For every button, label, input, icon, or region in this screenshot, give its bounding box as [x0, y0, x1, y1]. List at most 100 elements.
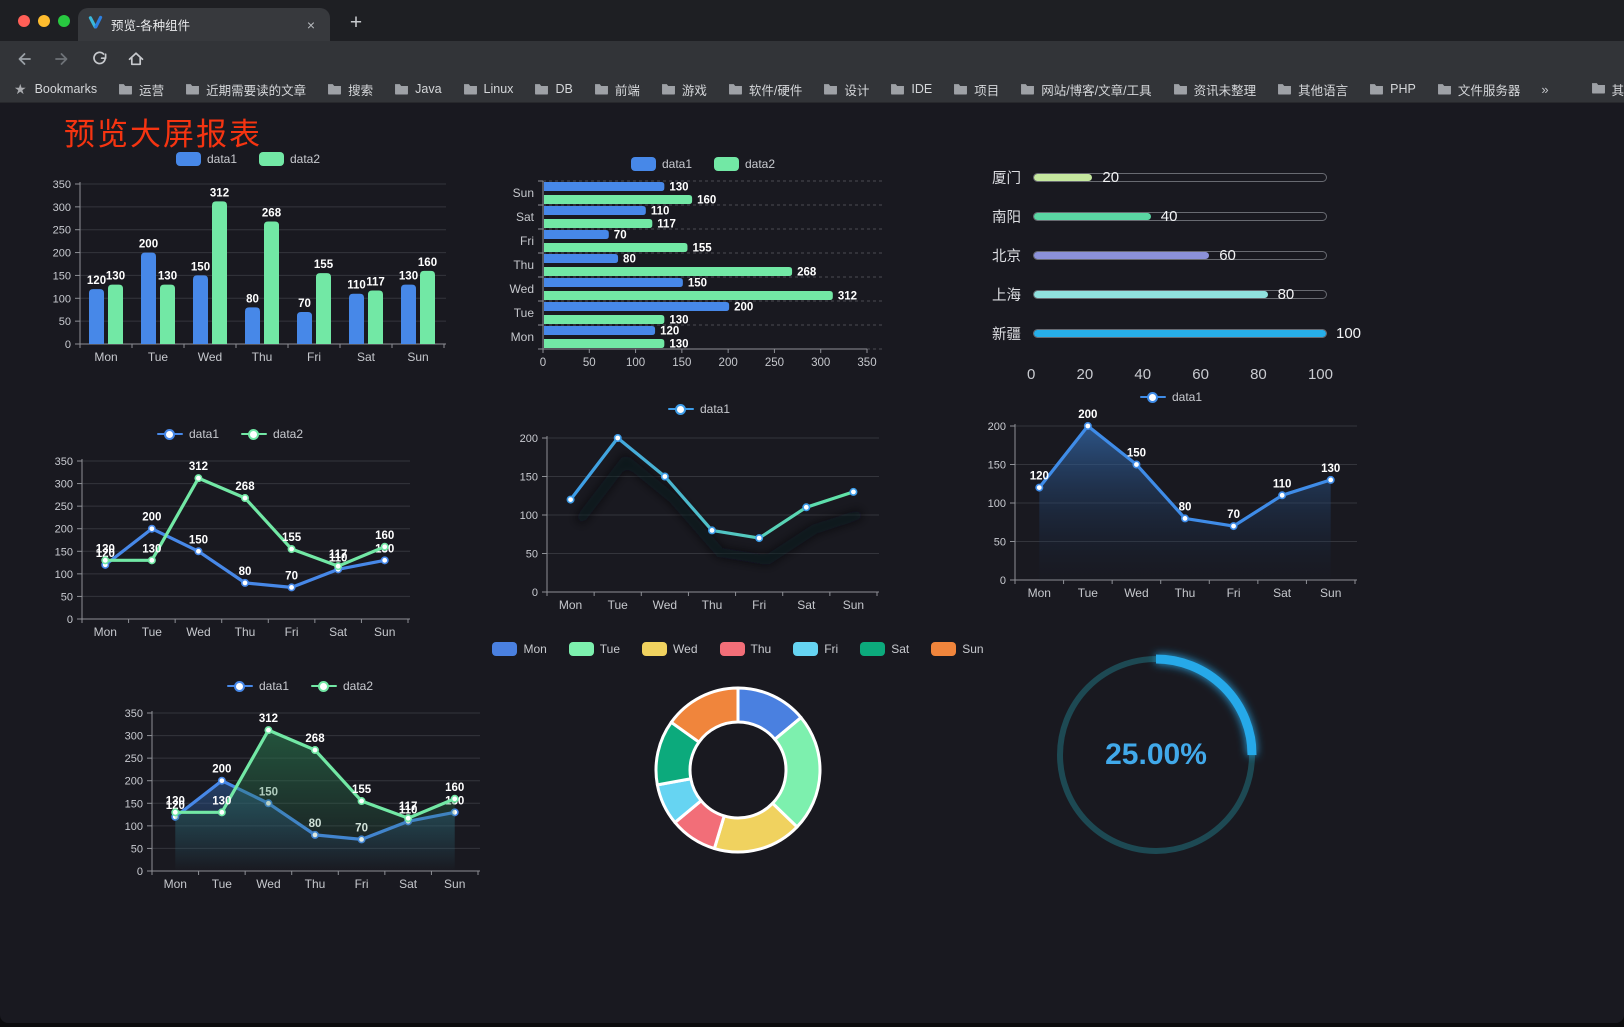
svg-text:155: 155: [282, 532, 302, 544]
svg-text:Thu: Thu: [235, 625, 256, 639]
bookmark-folder[interactable]: 其他语言: [1277, 80, 1348, 99]
legend-item[interactable]: Mon: [492, 642, 547, 656]
svg-text:80: 80: [623, 254, 636, 266]
forward-button[interactable]: [50, 47, 74, 71]
minimize-window-button[interactable]: [38, 15, 50, 27]
bookmark-folder[interactable]: Java: [394, 82, 442, 96]
svg-text:Sun: Sun: [374, 625, 395, 639]
other-bookmarks-folder[interactable]: 其他书签: [1591, 80, 1624, 99]
svg-text:0: 0: [540, 357, 546, 369]
svg-text:350: 350: [55, 456, 73, 468]
legend-item[interactable]: data1: [226, 679, 289, 693]
svg-text:Thu: Thu: [305, 877, 326, 891]
svg-text:Sun: Sun: [407, 350, 428, 364]
svg-text:Mon: Mon: [559, 598, 582, 612]
new-tab-button[interactable]: +: [349, 11, 363, 34]
bookmark-folder[interactable]: 前端: [594, 80, 640, 99]
svg-text:Wed: Wed: [510, 282, 534, 296]
svg-text:130: 130: [158, 271, 177, 283]
bookmark-folder[interactable]: IDE: [890, 82, 932, 96]
svg-text:Thu: Thu: [702, 598, 723, 612]
favicon: [88, 15, 103, 35]
svg-text:Fri: Fri: [752, 598, 766, 612]
legend-item[interactable]: data1: [667, 402, 730, 416]
legend-item[interactable]: Sun: [931, 642, 984, 656]
legend-item[interactable]: data2: [241, 427, 303, 441]
home-button[interactable]: [124, 47, 148, 71]
svg-text:150: 150: [672, 357, 691, 369]
svg-text:200: 200: [139, 239, 158, 251]
svg-text:Sat: Sat: [357, 350, 376, 364]
svg-text:110: 110: [347, 280, 366, 292]
legend-item[interactable]: Sat: [860, 642, 909, 656]
reload-button[interactable]: [88, 47, 112, 71]
svg-text:350: 350: [53, 179, 71, 191]
grouped-bar-chart: data1 data2 0 50 100 150 200 250 300 350 120 130 Mon…: [38, 150, 458, 373]
svg-text:Fri: Fri: [285, 625, 299, 639]
svg-text:200: 200: [1078, 409, 1097, 421]
bookmarks-label[interactable]: Bookmarks: [34, 82, 98, 96]
svg-text:312: 312: [259, 713, 278, 725]
legend-item[interactable]: data2: [311, 679, 373, 693]
chart-legend: data1: [503, 400, 895, 418]
svg-text:Fri: Fri: [355, 877, 369, 891]
progress-row: 北京 60: [985, 244, 1357, 266]
svg-text:120: 120: [87, 275, 106, 287]
city-progress-chart: 厦门 20 南阳 40 北京 60 上海 80 新疆 100 0 20 40 60 80 100: [985, 158, 1362, 384]
svg-text:Mon: Mon: [511, 330, 534, 344]
svg-text:350: 350: [125, 708, 143, 720]
svg-text:0: 0: [67, 614, 73, 626]
progress-row: 新疆 100: [992, 324, 1362, 343]
legend-item[interactable]: Wed: [642, 642, 698, 656]
svg-text:130: 130: [669, 339, 688, 351]
bookmarks-star-icon[interactable]: ★: [14, 80, 27, 97]
chart-plot: 0 50 100 150 200 Mon Tue Wed Thu Fri Sat Sun 120 200 1…: [988, 409, 1357, 600]
bookmark-folder[interactable]: 项目: [953, 80, 999, 99]
bookmark-folder[interactable]: 运营: [118, 80, 164, 99]
bookmark-folder[interactable]: 资讯未整理: [1173, 80, 1256, 99]
svg-text:110: 110: [329, 552, 348, 564]
zoom-window-button[interactable]: [58, 15, 70, 27]
bookmark-folder[interactable]: 文件服务器: [1437, 80, 1520, 99]
legend-item[interactable]: data1: [175, 152, 237, 166]
svg-text:150: 150: [55, 546, 73, 558]
svg-text:250: 250: [765, 357, 784, 369]
legend-item[interactable]: data1: [1139, 390, 1202, 404]
svg-text:150: 150: [53, 270, 71, 282]
svg-text:130: 130: [1321, 463, 1340, 475]
svg-text:350: 350: [857, 357, 876, 369]
legend-item[interactable]: data1: [630, 157, 692, 171]
legend-item[interactable]: data2: [259, 152, 320, 166]
svg-text:117: 117: [329, 549, 348, 561]
gradient-line-chart: data1 0 50 100 150 200 Mon Tue Wed Thu Fri Sat Sun: [503, 400, 895, 625]
close-window-button[interactable]: [18, 15, 30, 27]
svg-text:200: 200: [719, 357, 738, 369]
browser-tab[interactable]: 预览-各种组件 ×: [78, 8, 330, 41]
svg-text:Thu: Thu: [1175, 586, 1196, 600]
svg-text:200: 200: [734, 302, 753, 314]
bookmark-folder[interactable]: 网站/博客/文章/工具: [1020, 80, 1152, 99]
page-content: 预览大屏报表 data1 data2 0 50 100 150 200 250 300 350 12…: [0, 103, 1624, 1023]
svg-text:120: 120: [1030, 471, 1049, 483]
bookmark-folder[interactable]: Linux: [463, 82, 513, 96]
legend-item[interactable]: Fri: [793, 642, 838, 656]
legend-item[interactable]: Thu: [719, 642, 771, 656]
bookmark-folder[interactable]: 搜索: [327, 80, 373, 99]
bookmark-folder[interactable]: 近期需要读的文章: [185, 80, 306, 99]
bookmark-folder[interactable]: 设计: [823, 80, 869, 99]
chart-plot: [654, 686, 822, 854]
legend-item[interactable]: Tue: [568, 642, 620, 656]
bookmark-folder[interactable]: 游戏: [661, 80, 707, 99]
legend-item[interactable]: data1: [156, 427, 219, 441]
bookmark-folder[interactable]: DB: [534, 82, 573, 96]
chart-plot: 0 50 100 150 200 250 300 350 Mon Tue Wed Thu Fri Sat S…: [55, 456, 410, 639]
bookmark-folder[interactable]: 软件/硬件: [728, 80, 802, 99]
legend-item[interactable]: data2: [714, 157, 775, 171]
back-button[interactable]: [12, 47, 36, 71]
tab-close-icon[interactable]: ×: [306, 16, 316, 33]
bookmarks-overflow-chevron[interactable]: »: [1541, 81, 1549, 97]
bookmark-folder[interactable]: PHP: [1369, 82, 1416, 96]
percent-ring-chart: 25.00%: [1046, 645, 1266, 865]
progress-axis: 0 20 40 60 80 100: [1027, 366, 1333, 383]
svg-text:130: 130: [106, 271, 125, 283]
